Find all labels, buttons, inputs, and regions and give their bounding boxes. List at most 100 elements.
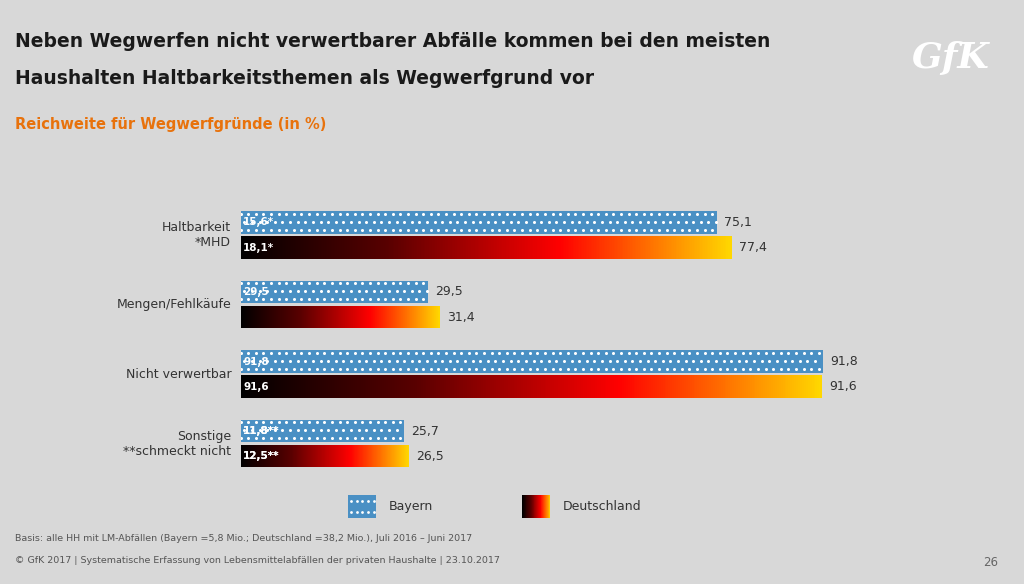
- Bar: [347, 445, 349, 467]
- Bar: [437, 306, 438, 328]
- Bar: [604, 237, 606, 259]
- Bar: [393, 445, 394, 467]
- Bar: [612, 376, 614, 398]
- Bar: [267, 445, 268, 467]
- Bar: [400, 306, 401, 328]
- Bar: [376, 306, 377, 328]
- Bar: [330, 445, 332, 467]
- Bar: [420, 306, 421, 328]
- Bar: [490, 237, 494, 259]
- Text: 91,8: 91,8: [243, 356, 269, 367]
- Bar: [368, 306, 370, 328]
- Bar: [326, 376, 329, 398]
- Bar: [278, 445, 279, 467]
- Bar: [278, 306, 280, 328]
- Bar: [663, 237, 665, 259]
- Bar: [293, 237, 295, 259]
- Bar: [348, 237, 351, 259]
- Bar: [545, 376, 547, 398]
- Bar: [314, 306, 315, 328]
- Bar: [403, 306, 404, 328]
- Bar: [689, 237, 691, 259]
- Bar: [262, 445, 263, 467]
- Bar: [616, 237, 620, 259]
- Bar: [399, 445, 400, 467]
- Bar: [728, 376, 731, 398]
- Bar: [315, 445, 316, 467]
- Bar: [376, 445, 377, 467]
- Bar: [638, 237, 640, 259]
- Bar: [306, 237, 308, 259]
- Bar: [361, 237, 364, 259]
- Text: 31,4: 31,4: [447, 311, 475, 324]
- Bar: [252, 306, 253, 328]
- Bar: [438, 376, 440, 398]
- Bar: [313, 306, 314, 328]
- Bar: [560, 376, 562, 398]
- Bar: [303, 306, 304, 328]
- Bar: [443, 237, 445, 259]
- Bar: [246, 237, 248, 259]
- Bar: [769, 376, 772, 398]
- Bar: [295, 306, 296, 328]
- Bar: [700, 237, 702, 259]
- Bar: [396, 445, 397, 467]
- Bar: [371, 445, 372, 467]
- Bar: [571, 376, 574, 398]
- Bar: [364, 445, 365, 467]
- Bar: [260, 237, 262, 259]
- Bar: [618, 237, 621, 259]
- Bar: [280, 237, 283, 259]
- Bar: [403, 445, 404, 467]
- Bar: [255, 237, 258, 259]
- Bar: [267, 237, 269, 259]
- Bar: [387, 445, 388, 467]
- Bar: [329, 445, 330, 467]
- Bar: [554, 376, 557, 398]
- Bar: [340, 237, 343, 259]
- Bar: [352, 237, 354, 259]
- Bar: [276, 445, 278, 467]
- Bar: [637, 376, 640, 398]
- Bar: [304, 376, 307, 398]
- Bar: [307, 237, 310, 259]
- Bar: [241, 445, 242, 467]
- Bar: [338, 376, 340, 398]
- Bar: [717, 237, 719, 259]
- Bar: [347, 306, 348, 328]
- Bar: [274, 445, 276, 467]
- Bar: [344, 445, 345, 467]
- Bar: [497, 376, 499, 398]
- Bar: [525, 237, 527, 259]
- Bar: [665, 376, 667, 398]
- Bar: [302, 445, 303, 467]
- Bar: [426, 306, 427, 328]
- Bar: [412, 306, 413, 328]
- Bar: [249, 306, 251, 328]
- Bar: [382, 445, 383, 467]
- Bar: [673, 376, 675, 398]
- Bar: [463, 376, 466, 398]
- Bar: [555, 237, 557, 259]
- Bar: [334, 237, 336, 259]
- Bar: [480, 376, 483, 398]
- Bar: [462, 237, 464, 259]
- Bar: [392, 445, 393, 467]
- Bar: [292, 306, 293, 328]
- Bar: [381, 445, 382, 467]
- Bar: [329, 306, 330, 328]
- Bar: [245, 445, 246, 467]
- Bar: [707, 237, 709, 259]
- Bar: [359, 445, 361, 467]
- Bar: [668, 237, 670, 259]
- Bar: [301, 306, 302, 328]
- Bar: [295, 376, 297, 398]
- Bar: [681, 237, 683, 259]
- Bar: [398, 306, 399, 328]
- Bar: [512, 376, 514, 398]
- Bar: [634, 376, 636, 398]
- Bar: [280, 306, 281, 328]
- Bar: [249, 445, 250, 467]
- Bar: [641, 376, 644, 398]
- Bar: [796, 376, 799, 398]
